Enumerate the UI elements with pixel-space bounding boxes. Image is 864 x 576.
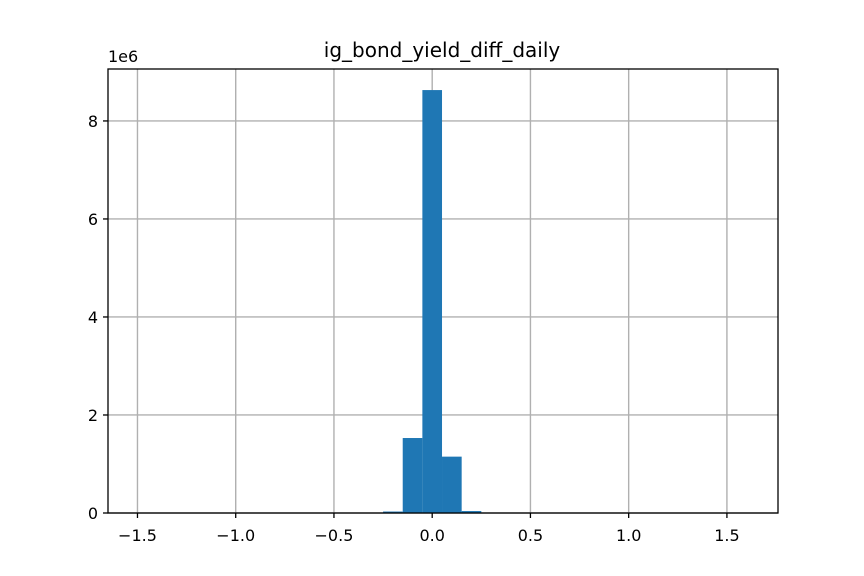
y-axis-offset-label: 1e6 (108, 47, 138, 66)
x-tick-label: 0.5 (518, 526, 543, 545)
x-tick-label: 1.5 (714, 526, 739, 545)
histogram-bar (402, 438, 423, 513)
x-tick-label: 0.0 (419, 526, 444, 545)
x-tick-label: −1.5 (118, 526, 157, 545)
x-axis-ticks: −1.5 −1.0 −0.5 0.0 0.5 1.0 1.5 (118, 513, 740, 545)
histogram-bar (442, 456, 462, 513)
y-tick-label: 2 (88, 406, 98, 425)
histogram-bar (422, 90, 443, 513)
chart-title: ig_bond_yield_diff_daily (324, 38, 561, 62)
y-tick-label: 8 (88, 112, 98, 131)
y-tick-label: 4 (88, 308, 98, 327)
y-tick-label: 6 (88, 210, 98, 229)
x-tick-label: −0.5 (315, 526, 354, 545)
plot-frame (107, 68, 779, 514)
x-tick-label: −1.0 (216, 526, 255, 545)
y-axis-ticks: 0 2 4 6 8 (88, 112, 108, 523)
histogram-bar (383, 511, 403, 513)
x-tick-label: 1.0 (616, 526, 641, 545)
grid-lines (108, 69, 778, 514)
histogram-bar (461, 511, 482, 513)
histogram-bars (383, 90, 482, 513)
y-tick-label: 0 (88, 504, 98, 523)
